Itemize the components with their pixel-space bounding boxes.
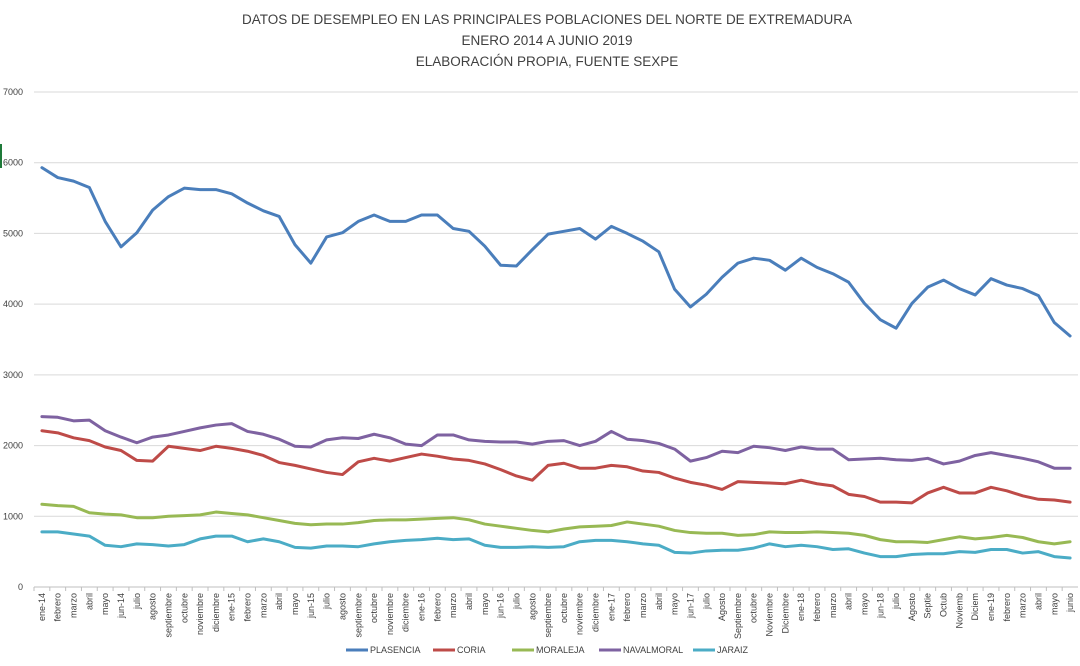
x-tick-label: abril xyxy=(1033,593,1043,610)
x-tick-label: julio xyxy=(322,593,332,610)
x-tick-label: febrero xyxy=(812,593,822,622)
x-tick-label: mayo xyxy=(100,593,110,615)
legend-label-navalmoral: NAVALMORAL xyxy=(623,645,683,655)
x-tick-label: Diciembre xyxy=(780,593,790,634)
x-tick-label: jun-14 xyxy=(116,593,126,619)
legend-label-coria: CORIA xyxy=(457,645,486,655)
x-tick-label: mayo xyxy=(290,593,300,615)
x-tick-label: mayo xyxy=(859,593,869,615)
y-tick-label: 2000 xyxy=(3,441,23,451)
x-tick-label: febrero xyxy=(243,593,253,622)
x-tick-label: ene-19 xyxy=(986,593,996,621)
axes: 0 1000 2000 3000 4000 5000 6000 7000 ene-14 febre… xyxy=(3,87,1075,639)
series-line-navalmoral xyxy=(40,415,1072,470)
y-tick-label: 7000 xyxy=(3,87,23,97)
y-tick-label: 0 xyxy=(18,582,23,592)
chart-title: DATOS DE DESEMPLEO EN LAS PRINCIPALES PO… xyxy=(242,12,852,69)
x-tick-label: septiembre xyxy=(353,593,363,638)
x-tick-label: noviembre xyxy=(195,593,205,635)
x-tick-label: marzo xyxy=(1018,593,1028,618)
x-tick-label: ene-17 xyxy=(606,593,616,621)
x-tick-label: marzo xyxy=(69,593,79,618)
x-tick-label: marzo xyxy=(448,593,458,618)
x-tick-label: septiembre xyxy=(543,593,553,638)
x-tick-label: febrero xyxy=(1002,593,1012,622)
x-tick-label: Diciem xyxy=(970,593,980,621)
x-tick-label: Octub xyxy=(939,593,949,617)
y-tick-label: 3000 xyxy=(3,370,23,380)
x-tick-label: octubre xyxy=(179,593,189,623)
x-tick-label: Noviemb xyxy=(954,593,964,629)
series-line-plasencia xyxy=(40,166,1072,338)
x-tick-label: octubre xyxy=(369,593,379,623)
x-tick-label: abril xyxy=(654,593,664,610)
series-lines xyxy=(40,166,1072,560)
x-tick-label: febrero xyxy=(53,593,63,622)
x-tick-label: agosto xyxy=(527,593,537,620)
x-tick-label: noviembre xyxy=(385,593,395,635)
x-tick-label: mayo xyxy=(1049,593,1059,615)
x-tick-label: diciembre xyxy=(211,593,221,632)
x-tick-label: Septiembre xyxy=(733,593,743,639)
legend: PLASENCIA CORIA MORALEJA NAVALMORAL JARAIZ xyxy=(346,645,749,655)
legend-label-plasencia: PLASENCIA xyxy=(370,645,421,655)
x-tick-label: diciembre xyxy=(591,593,601,632)
chart-title-line-3: ELABORACIÓN PROPIA, FUENTE SEXPE xyxy=(416,54,679,69)
x-tick-label: junio xyxy=(1065,593,1075,613)
x-tick-label: ene-16 xyxy=(417,593,427,621)
x-tick-label: julio xyxy=(891,593,901,610)
x-tick-label: abril xyxy=(274,593,284,610)
x-tick-label: abril xyxy=(464,593,474,610)
window-edge-marker xyxy=(0,144,2,168)
x-tick-label: jun-15 xyxy=(306,593,316,619)
x-tick-label: marzo xyxy=(258,593,268,618)
x-tick-label: julio xyxy=(701,593,711,610)
x-tick-label: Agosto xyxy=(907,593,917,621)
x-tick-label: mayo xyxy=(670,593,680,615)
x-tick-label: octubre xyxy=(749,593,759,623)
x-tick-label: jun-16 xyxy=(496,593,506,619)
y-tick-label: 1000 xyxy=(3,511,23,521)
series-line-coria xyxy=(40,429,1072,505)
y-tick-label: 6000 xyxy=(3,158,23,168)
chart-title-line-1: DATOS DE DESEMPLEO EN LAS PRINCIPALES PO… xyxy=(242,12,852,27)
x-tick-label: septiembre xyxy=(163,593,173,638)
series-line-jaraiz xyxy=(40,530,1072,560)
x-tick-label: Noviembre xyxy=(765,593,775,637)
x-tick-label: febrero xyxy=(622,593,632,622)
x-tick-label: marzo xyxy=(638,593,648,618)
x-tick-label: febrero xyxy=(432,593,442,622)
x-tick-label: Agosto xyxy=(717,593,727,621)
x-tick-label: noviembre xyxy=(575,593,585,635)
x-tick-label: mayo xyxy=(480,593,490,615)
x-tick-label: marzo xyxy=(828,593,838,618)
x-tick-label: agosto xyxy=(148,593,158,620)
x-tick-label: ene-15 xyxy=(227,593,237,621)
x-tick-label: jun-18 xyxy=(875,593,885,619)
x-tick-label: abril xyxy=(84,593,94,610)
x-tick-label: diciembre xyxy=(401,593,411,632)
x-tick-label: octubre xyxy=(559,593,569,623)
legend-label-moraleja: MORALEJA xyxy=(536,645,585,655)
y-tick-label: 5000 xyxy=(3,228,23,238)
series-line-moraleja xyxy=(40,502,1072,546)
x-tick-label: julio xyxy=(132,593,142,610)
x-tick-label: agosto xyxy=(337,593,347,620)
y-tick-label: 4000 xyxy=(3,299,23,309)
x-tick-label: Septie xyxy=(923,593,933,619)
chart-title-line-2: ENERO 2014 A JUNIO 2019 xyxy=(461,33,632,48)
legend-label-jaraiz: JARAIZ xyxy=(717,645,749,655)
x-tick-label: ene-14 xyxy=(37,593,47,621)
x-tick-label: abril xyxy=(844,593,854,610)
x-tick-label: julio xyxy=(511,593,521,610)
x-tick-label: jun-17 xyxy=(685,593,695,619)
x-tick-label: ene-18 xyxy=(796,593,806,621)
